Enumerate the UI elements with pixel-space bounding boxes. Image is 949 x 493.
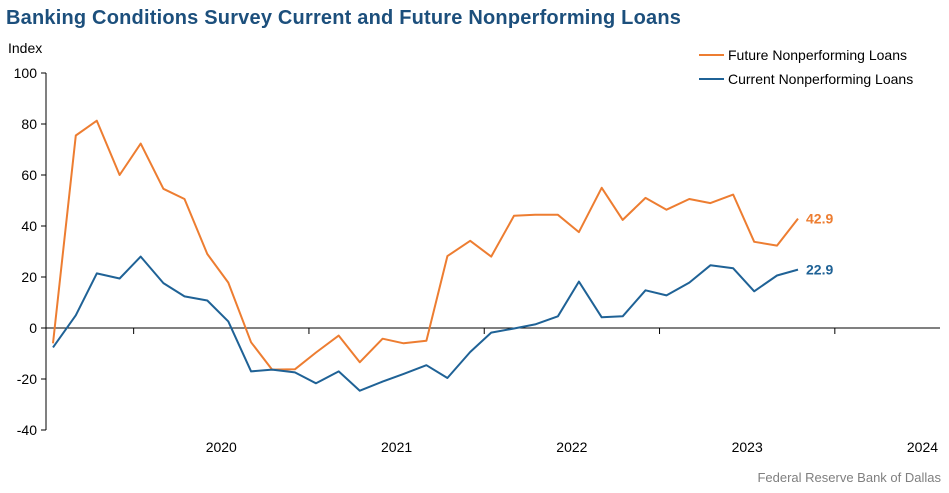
y-axis-label: Index xyxy=(8,40,42,56)
end-value-label: 22.9 xyxy=(806,262,833,278)
legend: Future Nonperforming Loans Current Nonper… xyxy=(699,47,913,87)
x-axis: 2020 2021 2022 2023 2024 xyxy=(46,327,940,455)
x-tick-label: 2024 xyxy=(907,439,938,455)
series-lines: 42.9 22.9 xyxy=(52,119,833,392)
end-value-label: 42.9 xyxy=(806,211,833,227)
chart-title: Banking Conditions Survey Current and Fu… xyxy=(6,7,682,29)
y-tick-label: 40 xyxy=(21,218,37,234)
y-axis: Index -40 -20 0 20 40 60 80 100 xyxy=(8,40,47,438)
y-tick-label: -20 xyxy=(17,371,37,387)
legend-label: Current Nonperforming Loans xyxy=(728,71,913,87)
x-tick-label: 2021 xyxy=(381,439,412,455)
x-tick-label: 2023 xyxy=(732,439,763,455)
y-tick-label: 0 xyxy=(29,320,37,336)
x-tick-label: 2020 xyxy=(206,439,237,455)
y-tick-label: -40 xyxy=(17,422,37,438)
series-line xyxy=(52,119,799,371)
series-line xyxy=(52,255,799,392)
y-tick-label: 20 xyxy=(21,269,37,285)
x-tick-label: 2022 xyxy=(556,439,587,455)
y-tick-label: 80 xyxy=(21,116,37,132)
source-note: Federal Reserve Bank of Dallas xyxy=(757,470,941,485)
y-tick-label: 100 xyxy=(14,65,38,81)
legend-label: Future Nonperforming Loans xyxy=(728,47,907,63)
y-tick-label: 60 xyxy=(21,167,37,183)
